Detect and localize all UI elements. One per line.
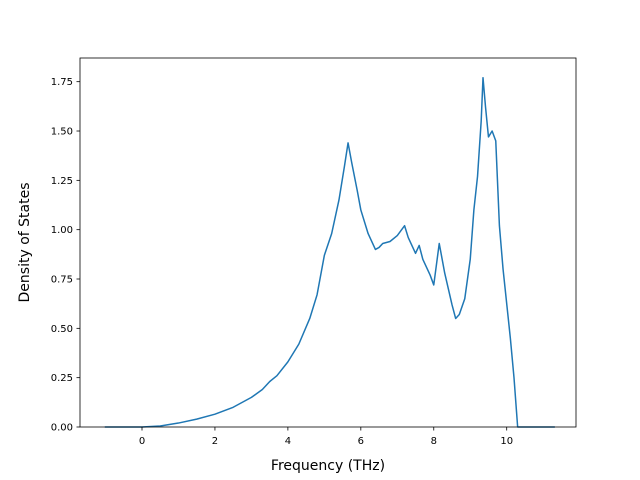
y-tick-label: 1.50 <box>51 127 73 138</box>
x-axis-ticks: 0 2 4 6 8 10 <box>139 427 513 447</box>
x-tick-label: 8 <box>431 436 437 447</box>
x-tick-label: 10 <box>500 436 513 447</box>
y-axis-ticks: 0.00 0.25 0.50 0.75 1.00 1.25 1.50 1.75 <box>51 77 80 434</box>
y-tick-label: 0.25 <box>51 373 73 384</box>
y-axis-label: Density of States <box>17 183 33 303</box>
x-axis-label: Frequency (THz) <box>271 458 385 474</box>
y-tick-label: 0.50 <box>51 324 73 335</box>
y-tick-label: 1.25 <box>51 176 73 187</box>
dos-line <box>104 76 555 428</box>
x-tick-label: 2 <box>212 436 218 447</box>
y-tick-label: 1.75 <box>51 77 73 88</box>
x-tick-label: 0 <box>139 436 145 447</box>
y-tick-label: 0.00 <box>51 423 73 434</box>
x-tick-label: 4 <box>285 436 291 447</box>
plot-area <box>79 57 577 428</box>
axes-frame <box>79 57 577 428</box>
x-tick-label: 6 <box>358 436 364 447</box>
y-tick-label: 1.00 <box>51 225 73 236</box>
y-tick-label: 0.75 <box>51 275 73 286</box>
